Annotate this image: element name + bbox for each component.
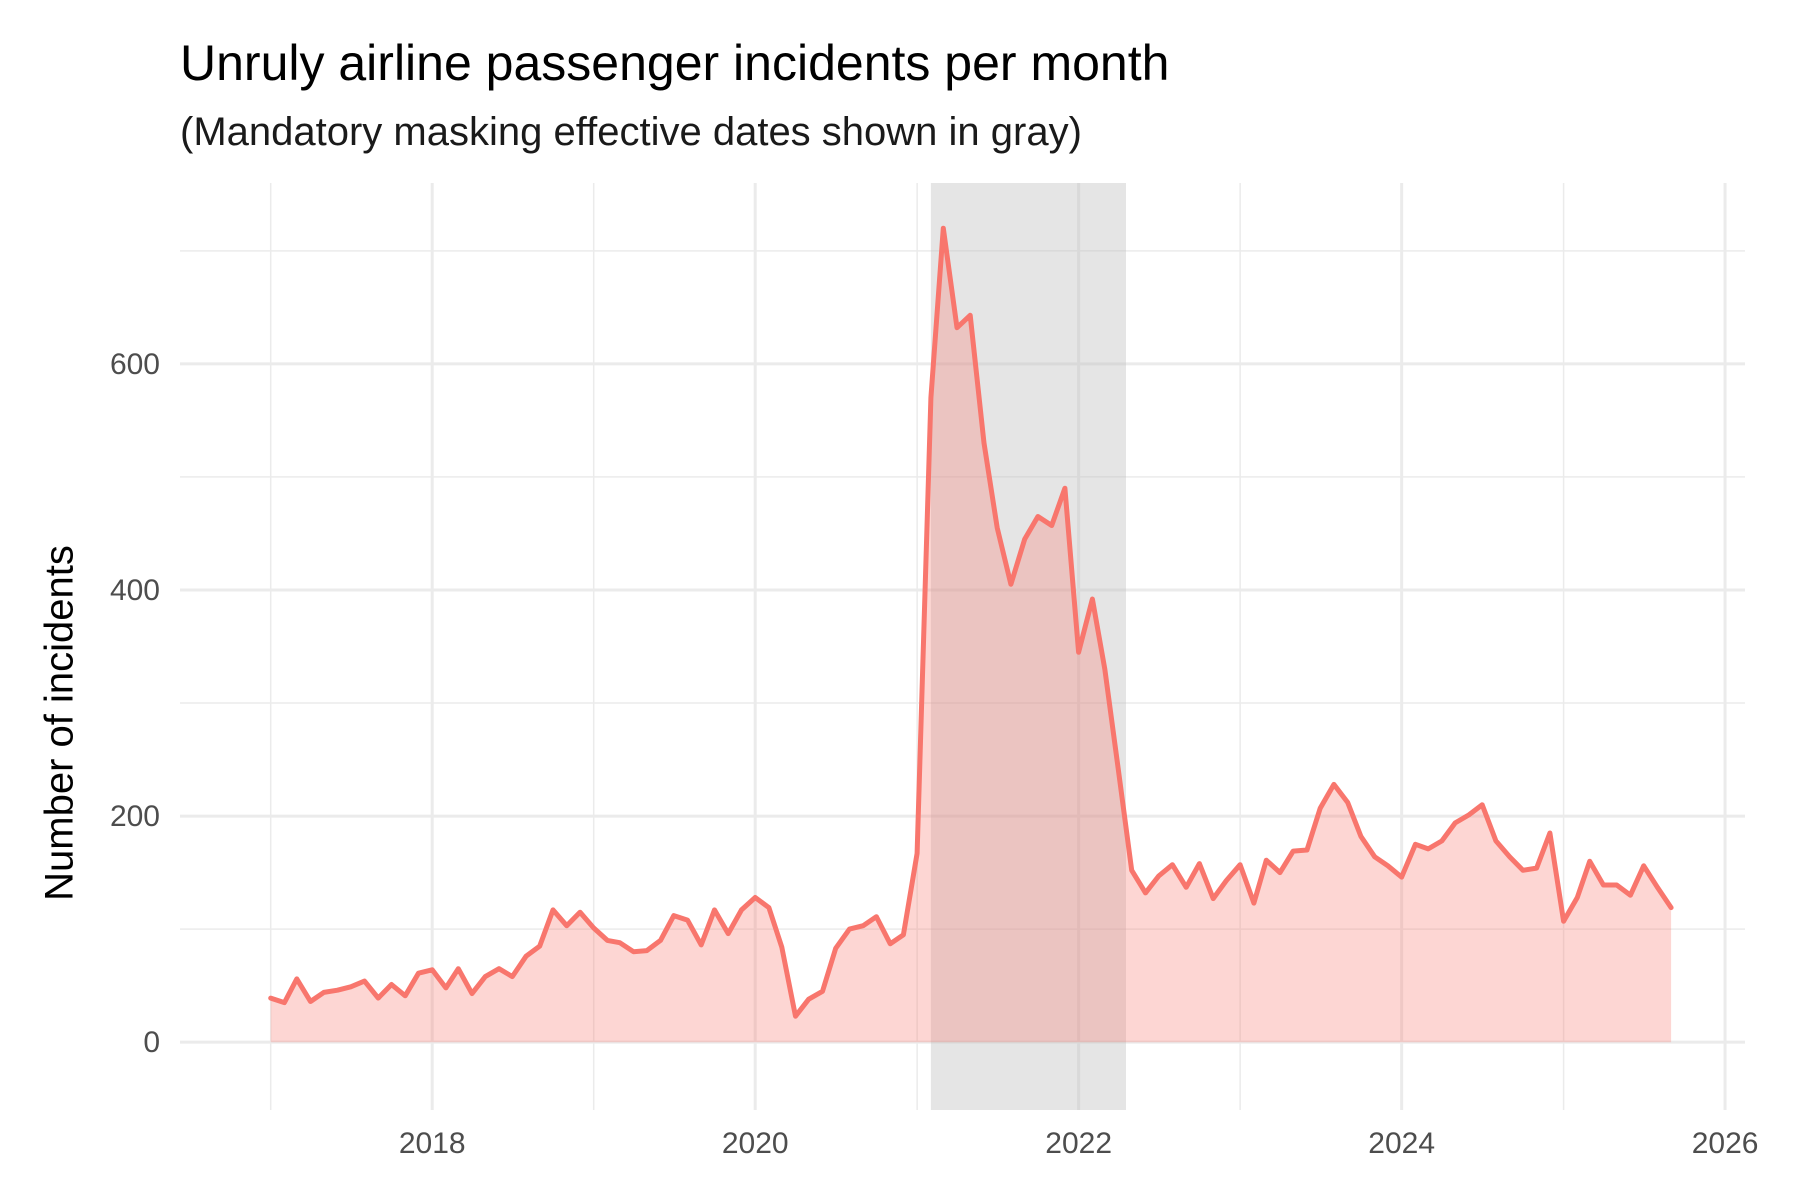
- line-layer: [268, 225, 1674, 1019]
- y-tick-label: 600: [110, 348, 160, 381]
- chart-title: Unruly airline passenger incidents per m…: [180, 35, 1170, 91]
- area-layer: [270, 228, 1672, 1043]
- x-tick-label: 2024: [1368, 1127, 1435, 1160]
- y-tick-label: 0: [143, 1026, 160, 1059]
- gridlines: [180, 183, 1745, 1110]
- y-tick-labels: 0 200 400 600: [110, 348, 160, 1059]
- x-tick-label: 2022: [1045, 1127, 1112, 1160]
- masking-band-layer: [930, 183, 1126, 1110]
- y-tick-label: 200: [110, 800, 160, 833]
- y-tick-label: 400: [110, 574, 160, 607]
- masking-period-band: [930, 183, 1126, 1110]
- x-tick-labels: 2018 2020 2022 2024 2026: [399, 1127, 1759, 1160]
- x-tick-label: 2026: [1692, 1127, 1759, 1160]
- x-tick-label: 2020: [722, 1127, 789, 1160]
- incidents-line: [268, 225, 1674, 1019]
- x-tick-label: 2018: [399, 1127, 466, 1160]
- incidents-area: [270, 228, 1672, 1043]
- chart-subtitle: (Mandatory masking effective dates shown…: [180, 110, 1082, 154]
